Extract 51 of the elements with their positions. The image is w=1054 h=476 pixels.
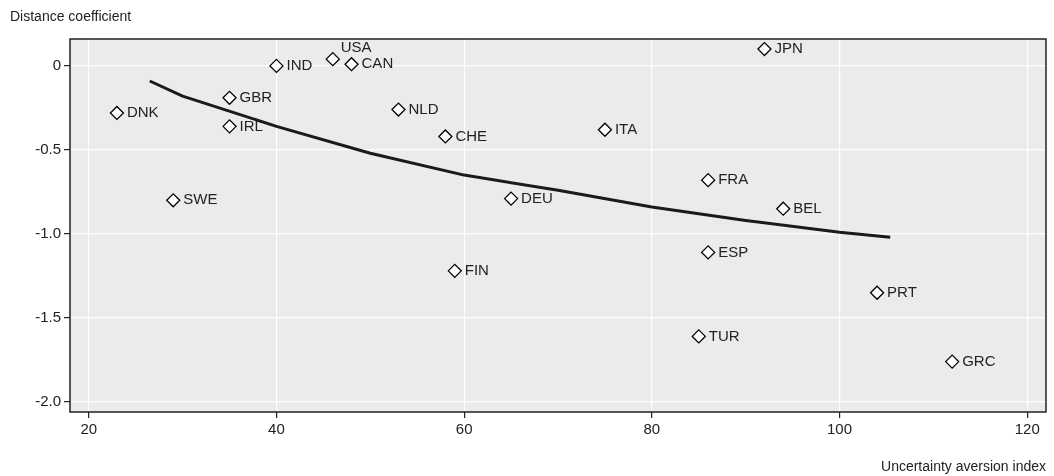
- point: [701, 172, 716, 188]
- y-tick-label: -0.5: [35, 140, 61, 158]
- annotation: NLD: [408, 99, 439, 117]
- point: [109, 105, 125, 121]
- point: [438, 129, 453, 144]
- annotation: GBR: [239, 87, 273, 105]
- point: [344, 57, 359, 72]
- point: [945, 354, 960, 369]
- x-tick-label: 60: [455, 420, 473, 438]
- annotation: BEL: [793, 198, 822, 216]
- annotation: SWE: [183, 190, 218, 208]
- annotation: IND: [286, 56, 313, 74]
- x-tick-label: 100: [827, 420, 853, 438]
- annotation: FRA: [718, 170, 749, 188]
- annotation: GRC: [962, 351, 996, 369]
- annotation: CAN: [361, 54, 394, 72]
- point: [391, 102, 406, 117]
- point: [503, 191, 519, 206]
- x-axis-title: Uncertainty aversion index: [881, 458, 1046, 474]
- annotation: ESP: [718, 242, 749, 260]
- annotation: DNK: [126, 103, 159, 121]
- point: [269, 58, 284, 74]
- annotation: IRL: [239, 116, 263, 134]
- point: [597, 122, 613, 137]
- point: [757, 41, 772, 57]
- annotation: PRT: [887, 282, 917, 300]
- annotation: USA: [340, 38, 372, 56]
- point: [447, 263, 462, 279]
- y-tick-label: 0: [52, 56, 61, 74]
- annotation: TUR: [708, 326, 740, 344]
- point: [325, 52, 340, 67]
- y-axis-title: Distance coefficient: [10, 8, 132, 24]
- point: [166, 193, 181, 208]
- point: [776, 201, 791, 216]
- y-tick-label: -2.0: [35, 392, 61, 410]
- y-tick-label: -1.0: [35, 224, 61, 242]
- x-tick-label: 80: [643, 420, 661, 438]
- annotation: JPN: [774, 39, 803, 57]
- annotation: CHE: [455, 126, 488, 144]
- x-tick-label: 120: [1014, 420, 1040, 438]
- annotation: ITA: [614, 119, 638, 137]
- point: [222, 119, 237, 134]
- annotation: DEU: [521, 188, 553, 206]
- x-tick-label: 20: [80, 420, 98, 438]
- point: [869, 285, 885, 300]
- point: [701, 245, 716, 260]
- annotation: FIN: [464, 261, 489, 279]
- x-tick-label: 40: [268, 420, 285, 438]
- point: [691, 329, 706, 344]
- y-tick-label: -1.5: [35, 308, 61, 326]
- point: [222, 90, 237, 105]
